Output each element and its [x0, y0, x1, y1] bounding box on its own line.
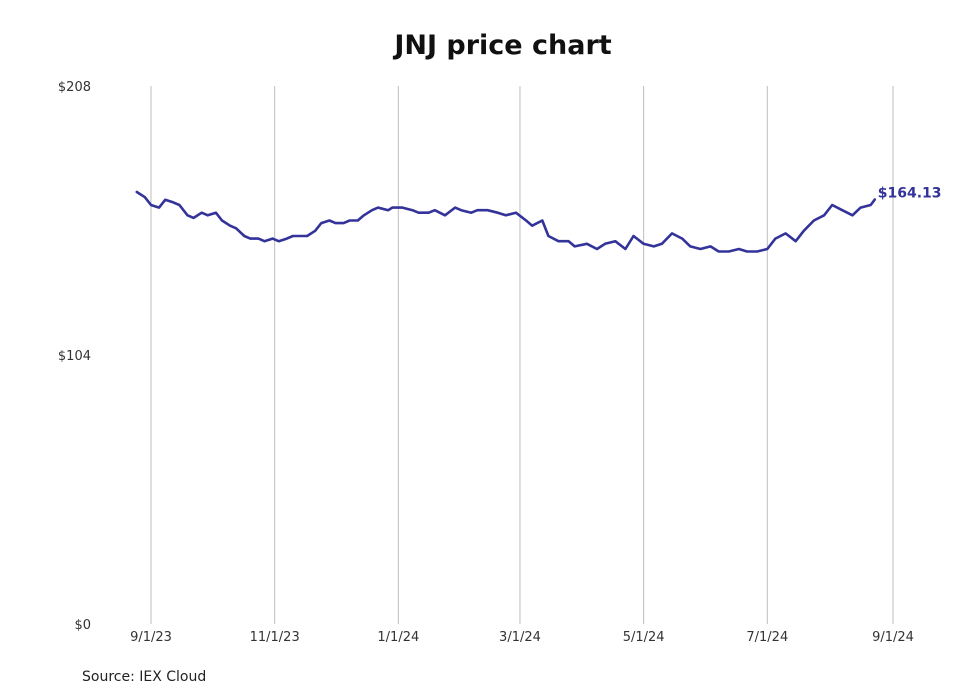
chart-title: JNJ price chart — [394, 30, 612, 61]
x-tick-label: 9/1/24 — [872, 630, 914, 645]
x-tick-label: 9/1/23 — [130, 630, 172, 645]
x-tick-label: 7/1/24 — [746, 630, 788, 645]
end-value-label: $164.13 — [878, 185, 942, 201]
series-line — [135, 190, 877, 253]
series-layer — [135, 190, 877, 253]
source-note: Source: IEX Cloud — [82, 669, 207, 685]
end-label-layer: $164.13 — [878, 185, 942, 201]
x-tick-label: 11/1/23 — [250, 630, 300, 645]
y-axis-ticks: $0 $104 $208 — [58, 80, 91, 633]
x-tick-label: 5/1/24 — [623, 630, 665, 645]
x-axis-ticks: 9/1/23 11/1/23 1/1/24 3/1/24 5/1/24 7/1/24 9/1… — [130, 630, 914, 645]
y-tick-label: $0 — [74, 618, 91, 633]
y-tick-label: $104 — [58, 349, 91, 364]
x-tick-label: 3/1/24 — [499, 630, 541, 645]
y-tick-label: $208 — [58, 80, 91, 95]
x-tick-label: 1/1/24 — [377, 630, 419, 645]
grid-lines — [150, 86, 894, 624]
